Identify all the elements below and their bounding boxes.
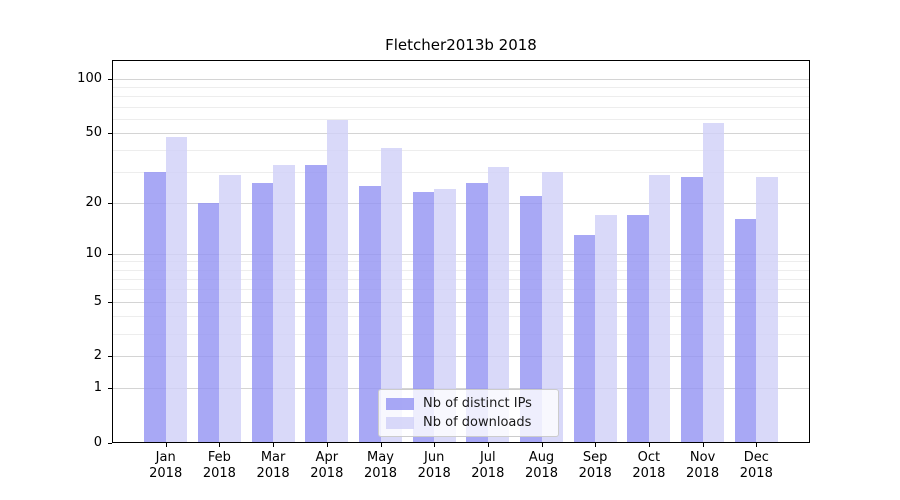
bar-downloads-oct — [648, 174, 671, 443]
bars-layer — [112, 60, 810, 443]
bar-ips-oct — [627, 214, 649, 443]
major-gridline — [112, 388, 810, 390]
bar-downloads-jun — [434, 188, 456, 443]
bar-downloads-jul — [487, 167, 510, 443]
y-tick-mark — [108, 443, 112, 444]
y-tick-mark — [108, 253, 112, 255]
minor-gridline — [112, 289, 810, 291]
legend-label-distinct-ips: Nb of distinct IPs — [423, 395, 532, 411]
x-tick-label: Oct 2018 — [632, 450, 666, 481]
bar-downloads-feb — [219, 174, 241, 443]
y-tick-label: 0 — [93, 435, 102, 450]
x-tick-mark — [273, 443, 275, 447]
major-gridline — [112, 202, 810, 204]
x-tick-label: Jan 2018 — [149, 450, 183, 481]
y-tick-mark — [108, 132, 112, 134]
bar-ips-dec — [734, 219, 757, 443]
x-tick-mark — [756, 443, 758, 447]
bar-ips-jun — [412, 192, 435, 443]
x-tick-label: Jun 2018 — [417, 450, 451, 481]
y-tick-label: 50 — [85, 124, 102, 140]
grid-layer — [112, 60, 810, 443]
minor-gridline — [112, 171, 810, 173]
x-tick-label: Apr 2018 — [310, 450, 344, 481]
minor-gridline — [112, 106, 810, 108]
y-tick-mark — [108, 78, 112, 80]
bar-ips-jan — [144, 171, 166, 443]
bar-downloads-jan — [165, 137, 188, 443]
x-tick-mark — [434, 443, 436, 447]
chart-title: Fletcher2013b 2018 — [385, 36, 537, 54]
bar-ips-may — [359, 185, 381, 443]
x-tick-mark — [702, 443, 704, 447]
x-tick-mark — [326, 443, 328, 447]
bar-downloads-apr — [326, 119, 349, 443]
bar-ips-mar — [251, 182, 274, 443]
minor-gridline — [112, 333, 810, 335]
bar-downloads-mar — [273, 164, 295, 443]
bar-downloads-may — [380, 148, 402, 443]
major-gridline — [112, 356, 810, 358]
bar-ips-apr — [305, 164, 327, 443]
plot-area — [112, 60, 810, 443]
x-tick-mark — [380, 443, 382, 447]
legend-swatch-distinct-ips — [386, 397, 414, 410]
legend-swatch-downloads — [386, 416, 414, 429]
x-tick-label: Sep 2018 — [578, 450, 612, 481]
x-tick-label: Nov 2018 — [686, 450, 720, 481]
bar-ips-nov — [681, 177, 703, 443]
x-tick-mark — [487, 443, 489, 447]
x-tick-label: Aug 2018 — [524, 450, 559, 481]
bar-ips-sep — [573, 234, 596, 443]
x-tick-mark — [541, 443, 543, 447]
bar-downloads-aug — [541, 171, 563, 443]
major-gridline — [112, 253, 810, 255]
legend-label-downloads: Nb of downloads — [423, 414, 532, 430]
y-tick-label: 20 — [85, 194, 102, 210]
bar-downloads-dec — [756, 177, 778, 443]
x-tick-mark — [648, 443, 650, 447]
x-tick-mark — [219, 443, 221, 447]
x-tick-mark — [595, 443, 597, 447]
minor-gridline — [112, 96, 810, 98]
x-tick-label: Dec 2018 — [739, 450, 773, 481]
minor-gridline — [112, 118, 810, 120]
y-tick-label: 1 — [93, 380, 102, 396]
bar-downloads-nov — [702, 122, 725, 443]
minor-gridline — [112, 149, 810, 151]
y-tick-mark — [108, 202, 112, 204]
major-gridline — [112, 132, 810, 134]
minor-gridline — [112, 278, 810, 280]
x-tick-label: Feb 2018 — [202, 450, 236, 481]
bar-downloads-sep — [595, 214, 617, 443]
major-gridline — [112, 301, 810, 303]
y-tick-label: 100 — [77, 70, 102, 86]
bar-ips-jul — [466, 182, 488, 443]
minor-gridline — [112, 86, 810, 88]
legend-entry-distinct-ips: Nb of distinct IPs — [386, 395, 558, 411]
bar-ips-aug — [520, 195, 542, 443]
x-tick-label: May 2018 — [363, 450, 398, 481]
y-tick-mark — [108, 388, 112, 390]
major-gridline — [112, 78, 810, 80]
y-tick-label: 5 — [93, 293, 102, 309]
y-tick-mark — [108, 301, 112, 303]
y-tick-label: 10 — [85, 245, 102, 261]
legend-entry-downloads: Nb of downloads — [386, 414, 558, 430]
minor-gridline — [112, 269, 810, 271]
y-tick-label: 2 — [93, 348, 102, 364]
y-tick-mark — [108, 356, 112, 358]
legend: Nb of distinct IPs Nb of downloads — [378, 389, 559, 437]
bar-ips-feb — [197, 202, 220, 443]
minor-gridline — [112, 316, 810, 317]
x-tick-label: Mar 2018 — [256, 450, 290, 481]
x-tick-label: Jul 2018 — [471, 450, 505, 481]
minor-gridline — [112, 261, 810, 263]
x-tick-mark — [165, 443, 167, 447]
